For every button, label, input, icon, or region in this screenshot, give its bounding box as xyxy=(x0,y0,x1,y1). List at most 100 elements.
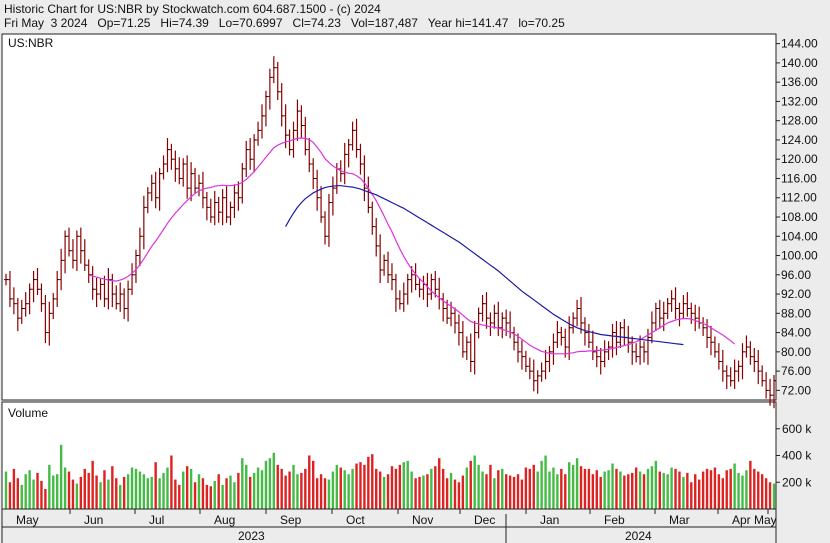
volume-bar xyxy=(445,478,449,509)
volume-bar xyxy=(134,468,138,509)
price-tick-label: 104.00 xyxy=(781,229,818,243)
volume-bar xyxy=(457,482,461,509)
volume-bar xyxy=(67,471,71,509)
volume-bar xyxy=(615,468,618,509)
volume-bar xyxy=(544,455,547,509)
volume-bar xyxy=(189,468,193,509)
month-label: Sep xyxy=(280,513,302,527)
volume-bar xyxy=(642,474,646,509)
volume-bar xyxy=(343,470,346,509)
volume-bar xyxy=(674,468,677,509)
volume-bar xyxy=(386,474,390,509)
volume-bar xyxy=(512,476,516,509)
volume-bar xyxy=(757,471,760,509)
volume-bar xyxy=(158,478,161,509)
volume-bar xyxy=(87,472,90,509)
volume-bar xyxy=(138,471,142,509)
month-label: Jun xyxy=(84,513,103,527)
volume-bar xyxy=(248,476,252,509)
volume-bar xyxy=(150,476,153,509)
price-tick-label: 140.00 xyxy=(781,56,818,70)
month-label: Jan xyxy=(540,513,559,527)
volume-bar xyxy=(284,475,287,509)
volume-bar xyxy=(520,479,524,509)
volume-bar xyxy=(95,475,98,509)
volume-bar xyxy=(473,455,476,509)
volume-bar xyxy=(493,478,496,509)
volume-bar xyxy=(627,474,630,509)
volume-bar xyxy=(603,471,606,509)
volume-bar xyxy=(276,464,279,509)
volume-bar xyxy=(32,479,35,509)
volume-bar xyxy=(552,467,555,509)
volume-bar xyxy=(426,474,429,509)
price-tick-label: 128.00 xyxy=(781,114,818,128)
volume-tick-label: 400 k xyxy=(782,449,812,463)
volume-bar xyxy=(764,478,768,509)
volume-bar xyxy=(331,471,335,509)
volume-bar xyxy=(556,474,559,509)
volume-bar xyxy=(304,468,307,509)
volume-bar xyxy=(363,464,366,509)
volume-bar xyxy=(749,460,752,509)
price-tick-label: 132.00 xyxy=(781,94,818,108)
volume-bar xyxy=(201,478,205,509)
volume-bar xyxy=(300,472,303,509)
price-tick-label: 124.00 xyxy=(781,133,818,147)
volume-bar xyxy=(410,471,413,509)
volume-bar xyxy=(308,455,311,509)
volume-bar xyxy=(312,460,315,509)
volume-bar xyxy=(438,458,441,509)
volume-bar xyxy=(280,468,283,509)
volume-bar xyxy=(760,474,764,509)
chart-title: Historic Chart for US:NBR by Stockwatch.… xyxy=(4,2,381,16)
volume-bar xyxy=(245,464,248,509)
volume-bar xyxy=(481,471,484,509)
volume-bar xyxy=(241,458,244,509)
volume-bar xyxy=(591,474,595,509)
volume-bar xyxy=(170,455,173,509)
volume-bar xyxy=(587,468,591,509)
volume-bar xyxy=(540,460,543,509)
volume-bar xyxy=(378,471,382,509)
volume-bar xyxy=(390,466,394,509)
volume-bar xyxy=(650,466,654,509)
volume-bar xyxy=(217,474,220,509)
volume-bar xyxy=(402,462,405,509)
volume-bar xyxy=(48,464,51,509)
volume-bar xyxy=(268,458,272,509)
volume-bar xyxy=(56,474,59,509)
volume-bar xyxy=(453,479,457,509)
volume-bar xyxy=(209,486,212,509)
volume-bar xyxy=(260,470,264,509)
volume-bar xyxy=(111,466,114,509)
volume-bar xyxy=(394,468,398,509)
volume-bar xyxy=(327,479,331,509)
volume-bar xyxy=(193,482,197,509)
volume-bar xyxy=(126,474,130,509)
volume-bar xyxy=(197,474,201,509)
volume-bar xyxy=(59,444,63,509)
volume-bar xyxy=(382,476,386,509)
price-tick-label: 116.00 xyxy=(781,171,817,185)
volume-bar xyxy=(28,470,31,509)
volume-bar xyxy=(729,468,732,509)
volume-bar xyxy=(686,472,689,509)
volume-bar xyxy=(501,468,504,509)
volume-bar xyxy=(375,468,378,509)
volume-bar xyxy=(449,472,453,509)
volume-bar xyxy=(434,466,437,509)
month-label: Nov xyxy=(412,513,433,527)
volume-bar xyxy=(367,456,370,509)
volume-bar xyxy=(536,471,539,509)
price-tick-label: 120.00 xyxy=(781,152,818,166)
volume-bar xyxy=(430,468,433,509)
volume-bar xyxy=(768,482,772,509)
volume-bar xyxy=(335,464,339,509)
volume-bar xyxy=(339,467,342,509)
volume-bar xyxy=(666,474,669,509)
volume-bar xyxy=(489,464,492,509)
month-label: Jul xyxy=(149,513,164,527)
volume-bar xyxy=(237,472,240,509)
